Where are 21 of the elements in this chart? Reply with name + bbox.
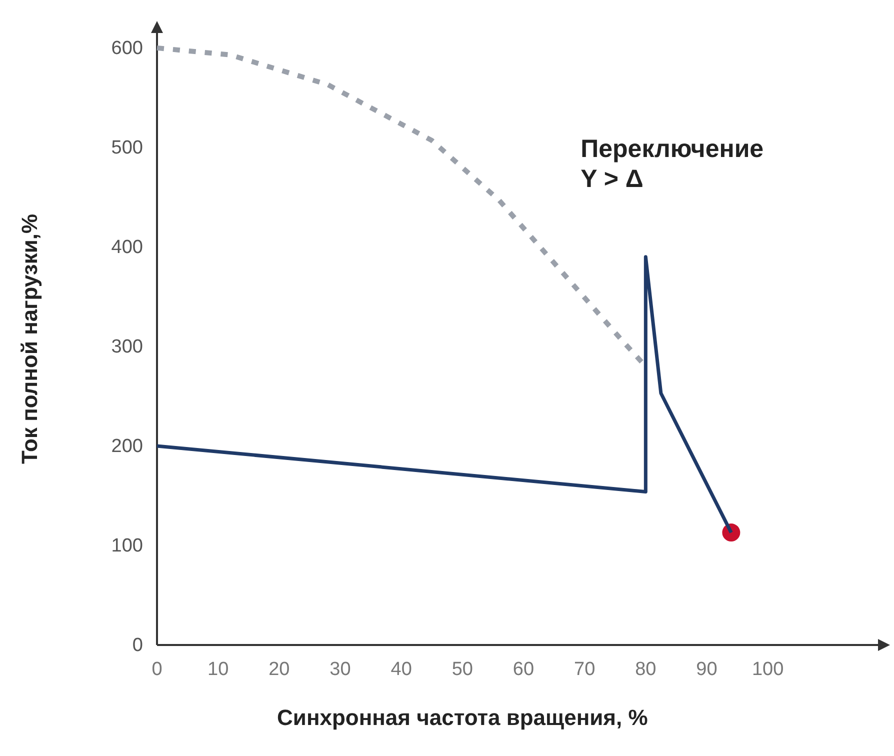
annotation: Переключение Y > Δ bbox=[580, 134, 764, 193]
y-tick-label: 100 bbox=[111, 535, 143, 556]
y-tick-label: 500 bbox=[111, 137, 143, 158]
x-tick-label: 30 bbox=[330, 659, 351, 680]
y-axis-title: Ток полной нагрузки,% bbox=[17, 214, 42, 464]
x-tick-label: 80 bbox=[635, 659, 656, 680]
x-tick-label: 20 bbox=[268, 659, 290, 680]
y-tick-label: 300 bbox=[111, 336, 143, 358]
x-tick-label: 70 bbox=[574, 659, 596, 680]
x-tick-label: 40 bbox=[390, 659, 412, 680]
y-tick-label: 0 bbox=[132, 635, 143, 656]
y-tick-label: 200 bbox=[111, 436, 143, 457]
x-tick-label: 50 bbox=[452, 659, 473, 680]
y-tick-label: 600 bbox=[111, 38, 143, 59]
x-tick-label: 10 bbox=[208, 659, 229, 680]
x-axis-title: Синхронная частота вращения, % bbox=[277, 705, 648, 730]
y-tick-label: 400 bbox=[111, 236, 143, 258]
x-tick-label: 0 bbox=[152, 659, 162, 680]
x-tick-label: 60 bbox=[512, 659, 534, 680]
x-tick-label: 100 bbox=[752, 659, 784, 680]
x-tick-label: 90 bbox=[696, 659, 718, 680]
